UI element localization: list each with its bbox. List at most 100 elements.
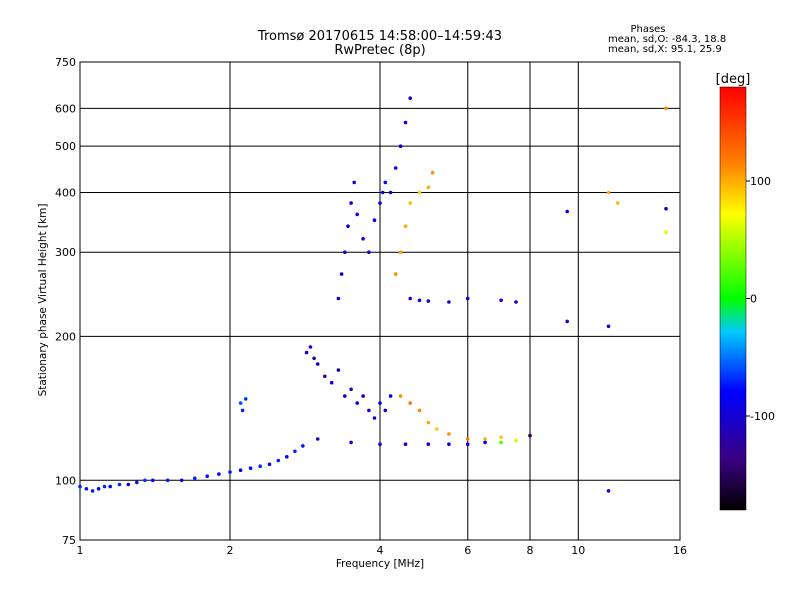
colorbar-tick-label: 100	[750, 175, 771, 188]
data-point	[90, 489, 95, 493]
x-tick-label: 6	[464, 544, 471, 557]
data-point	[193, 476, 197, 481]
data-point	[267, 462, 272, 467]
data-point	[426, 420, 431, 425]
colorbar-label: [deg]	[716, 72, 751, 87]
y-axis-label: Stationary phase Virtual Height [km]	[37, 204, 49, 397]
data-point	[240, 408, 245, 413]
data-point	[398, 250, 403, 254]
data-point	[126, 482, 131, 487]
data-point	[378, 442, 382, 447]
data-point	[408, 96, 413, 100]
colorbar-tick-label: 0	[750, 293, 757, 306]
y-tick-label: 600	[55, 102, 76, 115]
x-tick-label: 2	[227, 544, 234, 557]
colorbar	[719, 86, 747, 511]
x-tick-label: 10	[571, 544, 585, 557]
data-point	[483, 437, 487, 441]
data-point	[355, 212, 360, 217]
data-point	[380, 190, 385, 195]
data-point	[383, 408, 388, 413]
series	[398, 394, 503, 441]
data-point	[435, 427, 439, 431]
data-point	[606, 190, 611, 195]
data-point	[403, 442, 408, 447]
data-point	[664, 206, 668, 211]
chart-title-line1: Tromsø 20170615 14:58:00–14:59:43	[257, 29, 502, 44]
data-point	[499, 435, 503, 440]
data-point	[339, 272, 344, 276]
series	[408, 296, 518, 304]
series	[393, 170, 435, 276]
y-tick-label: 100	[55, 474, 76, 487]
chart-title-line2: RwPretec (8p)	[334, 43, 425, 58]
data-point	[179, 478, 184, 483]
data-point	[483, 440, 487, 445]
data-point	[102, 484, 107, 489]
phases-header: Phases	[630, 24, 665, 35]
y-tick-label: 300	[55, 246, 76, 259]
data-point	[378, 401, 382, 405]
grid-layer	[80, 62, 680, 540]
data-point	[565, 209, 569, 214]
colorbar-ticks: 100 0 -100	[746, 175, 775, 423]
data-point	[447, 432, 451, 436]
data-point	[514, 300, 518, 304]
data-point	[228, 470, 232, 474]
data-point	[217, 472, 221, 476]
data-point	[301, 444, 305, 448]
colorbar-tick-label: -100	[750, 410, 775, 423]
x-tick-labels: 1 2 4 6 8 10 16	[77, 544, 688, 557]
data-point	[308, 345, 313, 349]
data-point	[304, 350, 309, 355]
data-point	[349, 201, 353, 205]
data-point	[417, 298, 422, 303]
phases-x-stats: mean, sd,X: 95.1, 25.9	[608, 44, 722, 55]
data-point	[606, 324, 611, 329]
data-point	[96, 487, 101, 491]
data-point	[465, 437, 470, 441]
data-point	[514, 438, 518, 443]
data-point	[383, 180, 388, 185]
data-point	[528, 433, 532, 438]
data-point	[565, 319, 569, 324]
data-point	[393, 166, 398, 170]
x-axis-label: Frequency [MHz]	[336, 558, 424, 570]
data-point	[329, 380, 334, 385]
data-point	[248, 466, 253, 471]
data-point	[447, 442, 451, 447]
data-point	[143, 478, 147, 483]
data-point	[108, 484, 112, 489]
data-point	[343, 394, 347, 398]
data-point	[499, 298, 503, 303]
data-point	[349, 440, 353, 445]
data-point	[398, 394, 403, 398]
data-point	[408, 201, 413, 205]
data-point	[465, 442, 470, 447]
data-point	[343, 250, 347, 254]
data-point	[355, 401, 360, 405]
data-point	[664, 106, 668, 111]
data-point	[117, 482, 122, 487]
data-point	[243, 397, 248, 401]
data-point	[336, 296, 341, 301]
data-point	[276, 458, 281, 463]
data-point	[361, 394, 365, 398]
data-point	[408, 296, 413, 301]
data-point	[388, 190, 393, 195]
series	[315, 433, 532, 447]
data-point	[78, 484, 82, 489]
x-tick-label: 4	[377, 544, 384, 557]
data-points	[78, 96, 668, 493]
data-point	[367, 250, 371, 254]
data-point	[349, 387, 353, 392]
data-point	[372, 416, 377, 420]
data-point	[426, 442, 431, 447]
series	[78, 444, 305, 493]
data-point	[165, 478, 170, 483]
data-point	[403, 224, 408, 228]
x-tick-label: 8	[527, 544, 534, 557]
series	[336, 96, 413, 301]
y-tick-label: 750	[55, 56, 76, 69]
